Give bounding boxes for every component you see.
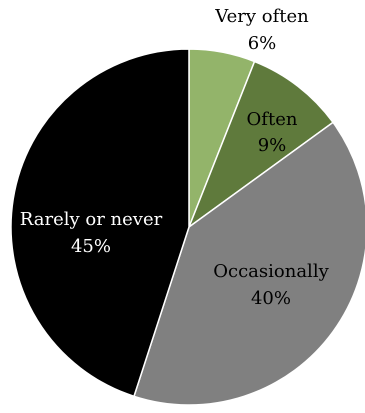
pie-label-often: Often 9% <box>247 109 298 156</box>
slice-value-label: 40% <box>251 288 291 309</box>
slice-value-label: 6% <box>248 33 277 54</box>
pie-label-occasionally: Occasionally 40% <box>213 261 329 309</box>
slice-category-label: Rarely or never <box>20 209 163 230</box>
slice-category-label: Often <box>247 109 298 130</box>
pie-label-rarely-or-never: Rarely or never 45% <box>20 209 163 257</box>
pie-slice-rarely-or-never <box>10 48 190 398</box>
slice-value-label: 45% <box>71 236 111 257</box>
slice-value-label: 9% <box>258 135 287 156</box>
slice-category-label: Occasionally <box>213 261 329 282</box>
pie-labels: Very often 6% Often 9% Occasionally 40% Rarely… <box>20 6 330 309</box>
pie-slice-occasionally <box>133 121 365 406</box>
slice-category-label: Very often <box>214 6 309 27</box>
pie-slices <box>10 48 365 406</box>
pie-label-very-often: Very often 6% <box>214 6 309 54</box>
pie-slice-often <box>187 60 335 230</box>
